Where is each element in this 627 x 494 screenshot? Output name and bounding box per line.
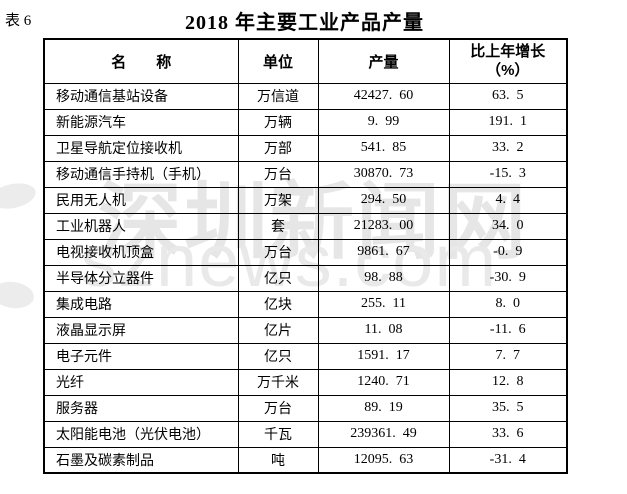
header-growth: 比上年增长 （%） xyxy=(448,38,568,84)
growth-cell: 33. 6 xyxy=(448,420,568,448)
unit-cell: 万信道 xyxy=(237,82,319,110)
output-cell: 1591. 17 xyxy=(317,342,450,370)
unit-cell: 亿只 xyxy=(237,342,319,370)
output-cell: 11. 08 xyxy=(317,316,450,344)
output-cell: 89. 19 xyxy=(317,394,450,422)
unit-cell: 万台 xyxy=(237,160,319,188)
unit-cell: 吨 xyxy=(237,446,319,474)
product-name-cell: 卫星导航定位接收机 xyxy=(43,134,239,162)
table-row: 移动通信手持机（手机） 万台 30870. 73 -15. 3 xyxy=(43,160,568,188)
product-name-cell: 液晶显示屏 xyxy=(43,316,239,344)
product-name-cell: 集成电路 xyxy=(43,290,239,318)
table-row: 电视接收机顶盒 万台 9861. 67 -0. 9 xyxy=(43,238,568,266)
output-cell: 42427. 60 xyxy=(317,82,450,110)
unit-cell: 亿片 xyxy=(237,316,319,344)
page-title: 2018 年主要工业产品产量 xyxy=(185,12,424,34)
product-name-cell: 民用无人机 xyxy=(43,186,239,214)
unit-cell: 套 xyxy=(237,212,319,240)
growth-cell: -31. 4 xyxy=(448,446,568,474)
header-unit: 单位 xyxy=(237,38,319,84)
table-row: 半导体分立器件 亿只 98. 88 -30. 9 xyxy=(43,264,568,292)
growth-cell: -0. 9 xyxy=(448,238,568,266)
output-cell: 98. 88 xyxy=(317,264,450,292)
table-row: 液晶显示屏 亿片 11. 08 -11. 6 xyxy=(43,316,568,344)
unit-cell: 亿只 xyxy=(237,264,319,292)
growth-cell: 34. 0 xyxy=(448,212,568,240)
product-name-cell: 电子元件 xyxy=(43,342,239,370)
growth-cell: 4. 4 xyxy=(448,186,568,214)
table-row: 民用无人机 万架 294. 50 4. 4 xyxy=(43,186,568,214)
output-cell: 1240. 71 xyxy=(317,368,450,396)
unit-cell: 千瓦 xyxy=(237,420,319,448)
table-row: 服务器 万台 89. 19 35. 5 xyxy=(43,394,568,422)
output-cell: 9861. 67 xyxy=(317,238,450,266)
product-name-cell: 半导体分立器件 xyxy=(43,264,239,292)
industrial-output-table: 名 称 单位 产量 比上年增长 （%） 移动通信基站设备 万信道 42427. … xyxy=(43,38,568,474)
header-name: 名 称 xyxy=(43,38,239,84)
growth-cell: 35. 5 xyxy=(448,394,568,422)
growth-cell: -15. 3 xyxy=(448,160,568,188)
table-number-label: 表 6 xyxy=(5,13,32,29)
table-row: 卫星导航定位接收机 万部 541. 85 33. 2 xyxy=(43,134,568,162)
header-growth-line1: 比上年增长 xyxy=(470,43,546,61)
unit-cell: 万台 xyxy=(237,394,319,422)
product-name-cell: 工业机器人 xyxy=(43,212,239,240)
table-row: 移动通信基站设备 万信道 42427. 60 63. 5 xyxy=(43,82,568,110)
output-cell: 239361. 49 xyxy=(317,420,450,448)
table-row: 工业机器人 套 21283. 00 34. 0 xyxy=(43,212,568,240)
table-row: 电子元件 亿只 1591. 17 7. 7 xyxy=(43,342,568,370)
output-cell: 255. 11 xyxy=(317,290,450,318)
product-name-cell: 服务器 xyxy=(43,394,239,422)
product-name-cell: 移动通信手持机（手机） xyxy=(43,160,239,188)
product-name-cell: 电视接收机顶盒 xyxy=(43,238,239,266)
product-name-cell: 新能源汽车 xyxy=(43,108,239,136)
product-name-cell: 光纤 xyxy=(43,368,239,396)
unit-cell: 万架 xyxy=(237,186,319,214)
growth-cell: 7. 7 xyxy=(448,342,568,370)
table-row: 太阳能电池（光伏电池） 千瓦 239361. 49 33. 6 xyxy=(43,420,568,448)
growth-cell: 191. 1 xyxy=(448,108,568,136)
output-cell: 21283. 00 xyxy=(317,212,450,240)
product-name-cell: 石墨及碳素制品 xyxy=(43,446,239,474)
output-cell: 12095. 63 xyxy=(317,446,450,474)
output-cell: 541. 85 xyxy=(317,134,450,162)
table-row: 集成电路 亿块 255. 11 8. 0 xyxy=(43,290,568,318)
growth-cell: 12. 8 xyxy=(448,368,568,396)
growth-cell: -30. 9 xyxy=(448,264,568,292)
header-output: 产量 xyxy=(317,38,450,84)
unit-cell: 万千米 xyxy=(237,368,319,396)
growth-cell: 63. 5 xyxy=(448,82,568,110)
table-row: 新能源汽车 万辆 9. 99 191. 1 xyxy=(43,108,568,136)
growth-cell: -11. 6 xyxy=(448,316,568,344)
unit-cell: 万部 xyxy=(237,134,319,162)
output-cell: 9. 99 xyxy=(317,108,450,136)
watermark-fragment xyxy=(0,179,38,213)
table-row: 石墨及碳素制品 吨 12095. 63 -31. 4 xyxy=(43,446,568,474)
watermark-fragment xyxy=(0,279,36,311)
unit-cell: 亿块 xyxy=(237,290,319,318)
growth-cell: 33. 2 xyxy=(448,134,568,162)
unit-cell: 万辆 xyxy=(237,108,319,136)
unit-cell: 万台 xyxy=(237,238,319,266)
product-name-cell: 移动通信基站设备 xyxy=(43,82,239,110)
output-cell: 294. 50 xyxy=(317,186,450,214)
header-row: 名 称 单位 产量 比上年增长 （%） xyxy=(43,38,568,84)
output-cell: 30870. 73 xyxy=(317,160,450,188)
table-row: 光纤 万千米 1240. 71 12. 8 xyxy=(43,368,568,396)
growth-cell: 8. 0 xyxy=(448,290,568,318)
header-growth-line2: （%） xyxy=(486,62,530,80)
product-name-cell: 太阳能电池（光伏电池） xyxy=(43,420,239,448)
